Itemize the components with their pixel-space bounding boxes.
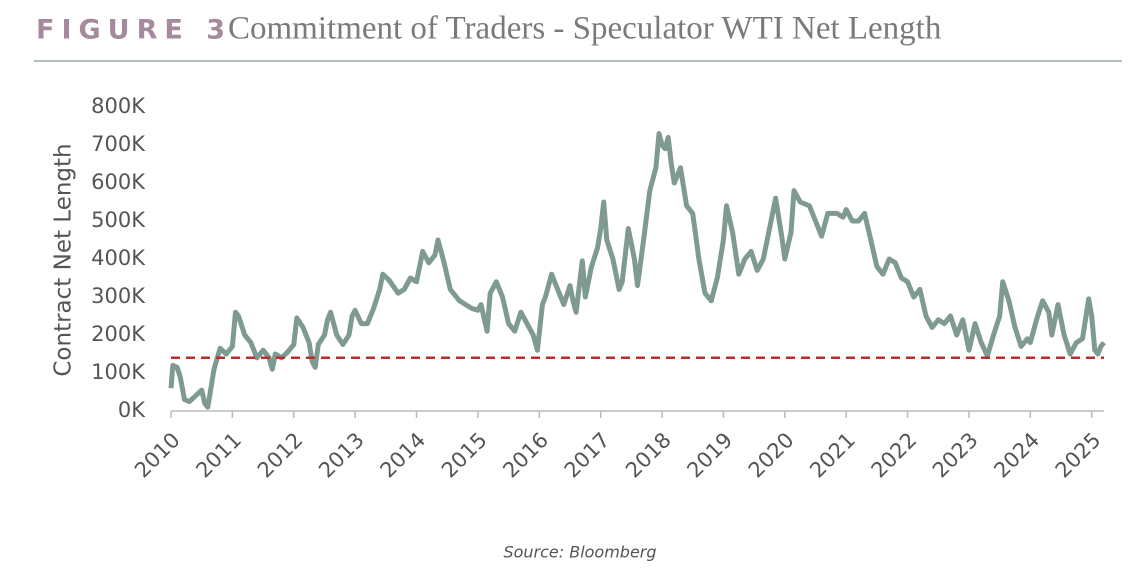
data-line <box>168 131 1106 410</box>
y-tick-label: 0K <box>118 398 146 422</box>
y-tick-label: 400K <box>91 246 146 270</box>
y-axis-label: Contract Net Length <box>51 143 77 376</box>
x-tick-label: 2024 <box>989 428 1044 483</box>
x-tick-label: 2022 <box>867 428 922 483</box>
source-note: Source: Bloomberg <box>503 543 656 562</box>
chart-title: Commitment of Traders - Speculator WTI N… <box>228 11 942 47</box>
x-tick-label: 2025 <box>1051 428 1106 483</box>
x-tick-label: 2017 <box>560 428 615 483</box>
y-tick-label: 100K <box>91 360 146 384</box>
y-tick-label: 200K <box>91 322 146 346</box>
x-tick-label: 2018 <box>621 428 676 483</box>
x-tick-label: 2014 <box>376 428 431 483</box>
x-tick-label: 2012 <box>253 428 308 483</box>
x-tick-label: 2015 <box>437 428 492 483</box>
x-tick-label: 2016 <box>498 428 553 483</box>
x-tick-label: 2019 <box>682 428 737 483</box>
figure-label: FIGURE 3 <box>36 15 232 46</box>
x-tick-label: 2013 <box>314 428 369 483</box>
y-tick-label: 600K <box>91 170 146 194</box>
x-tick-label: 2020 <box>744 428 799 483</box>
x-tick-label: 2023 <box>928 428 983 483</box>
y-tick-label: 700K <box>91 132 146 156</box>
y-tick-label: 300K <box>91 284 146 308</box>
x-tick-label: 2010 <box>130 428 185 483</box>
x-tick-label: 2021 <box>805 428 860 483</box>
x-tick-label: 2011 <box>191 428 246 483</box>
y-tick-label: 800K <box>91 94 146 118</box>
y-tick-label: 500K <box>91 208 146 232</box>
